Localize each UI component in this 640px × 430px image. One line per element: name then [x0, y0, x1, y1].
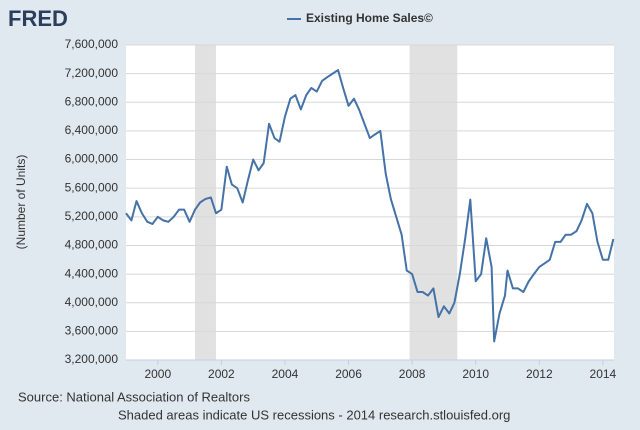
y-tick-label: 4,400,000 [65, 266, 119, 280]
y-tick-label: 6,000,000 [65, 152, 119, 166]
recession-band [409, 45, 458, 360]
recession-band [194, 45, 216, 360]
x-tick-label: 2014 [590, 367, 617, 381]
x-tick-label: 2012 [526, 367, 553, 381]
x-tick-label: 2002 [208, 367, 235, 381]
logo: FRED [8, 6, 68, 31]
y-tick-label: 4,800,000 [65, 238, 119, 252]
legend-label: Existing Home Sales© [306, 11, 433, 25]
y-tick-label: 4,000,000 [65, 295, 119, 309]
series-line [125, 69, 615, 343]
x-tick-label: 2000 [144, 367, 171, 381]
y-tick-label: 3,600,000 [65, 324, 119, 338]
x-tick-label: 2010 [462, 367, 489, 381]
y-tick-label: 7,200,000 [65, 66, 119, 80]
x-tick-label: 2006 [335, 367, 362, 381]
y-tick-label: 7,600,000 [65, 37, 119, 51]
y-tick-label: 5,600,000 [65, 180, 119, 194]
x-tick-label: 2004 [272, 367, 299, 381]
y-tick-label: 3,200,000 [65, 352, 119, 366]
y-tick-label: 6,400,000 [65, 123, 119, 137]
source: Source: National Association of Realtors [18, 389, 250, 404]
y-tick-label: 5,200,000 [65, 209, 119, 223]
note: Shaded areas indicate US recessions - 20… [118, 407, 510, 422]
x-tick-label: 2008 [399, 367, 426, 381]
y-axis-label: (Number of Units) [14, 155, 28, 250]
y-tick-label: 6,800,000 [65, 94, 119, 108]
